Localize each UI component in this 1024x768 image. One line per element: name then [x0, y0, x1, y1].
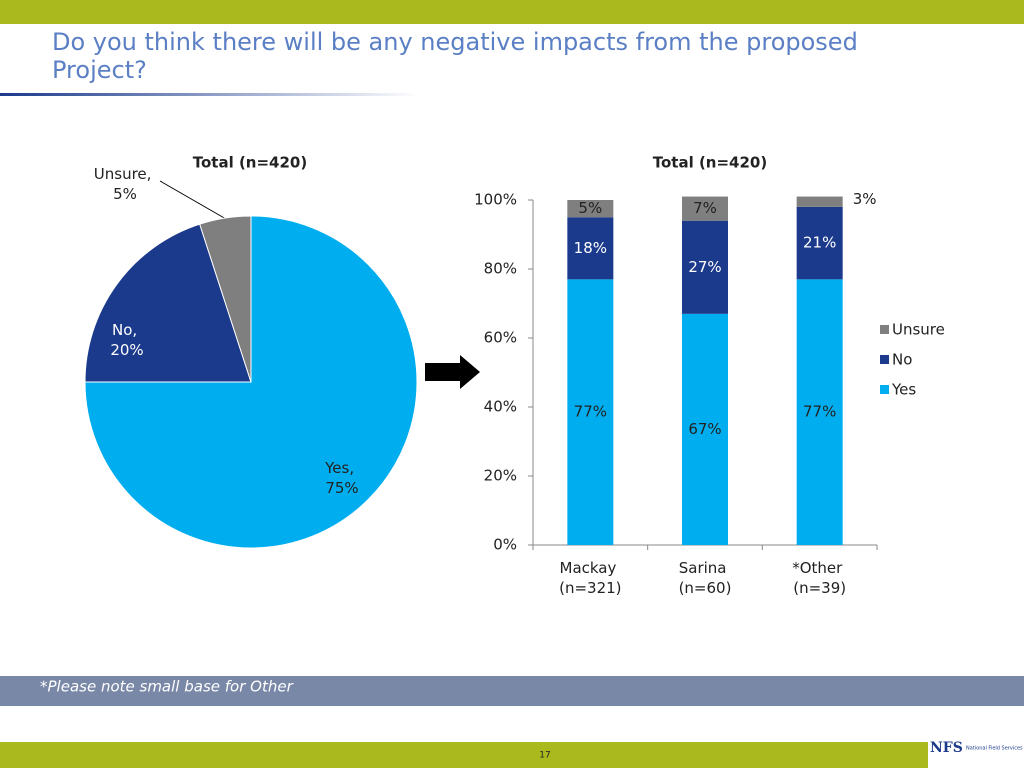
- y-tick-label: 40%: [484, 398, 517, 416]
- logo-name: National Field Services: [966, 746, 1023, 752]
- bottom-band: [0, 742, 1024, 768]
- bar-segment: [796, 279, 843, 545]
- data-label: 67%: [688, 420, 721, 438]
- bar-segment: [567, 217, 614, 280]
- logo-mark: NFS: [930, 740, 963, 756]
- legend-swatch: [880, 325, 889, 334]
- bar-segment: [567, 200, 614, 218]
- footnote: *Please note small base for Other: [40, 678, 294, 696]
- data-label: 77%: [574, 403, 607, 421]
- bar-segment: [796, 196, 843, 207]
- legend-label: Yes: [891, 381, 916, 399]
- pie-slice: [199, 215, 252, 383]
- data-label: 5%: [578, 199, 602, 217]
- data-label: No, 20%: [110, 321, 143, 359]
- arrow: [425, 355, 480, 389]
- x-tick-label: *Other (n=39): [792, 559, 847, 597]
- y-tick-label: 20%: [484, 467, 517, 485]
- page-number: 17: [539, 751, 550, 761]
- data-label: 3%: [853, 190, 877, 208]
- data-label: 7%: [693, 199, 717, 217]
- bar-segment: [682, 313, 728, 545]
- chart-title: Total (n=420): [193, 154, 307, 172]
- chart-title: Total (n=420): [653, 154, 767, 172]
- y-tick-label: 0%: [493, 536, 517, 554]
- bar-segment: [682, 196, 728, 221]
- data-label: 21%: [803, 234, 836, 252]
- bar-segment: [682, 220, 728, 314]
- bar-segment: [567, 279, 614, 545]
- legend-label: No: [892, 351, 912, 369]
- title-rule: [0, 93, 420, 96]
- legend-swatch: [880, 385, 889, 394]
- leader-line: [159, 180, 227, 220]
- footnote-band: [0, 676, 1024, 706]
- data-label: 77%: [803, 403, 836, 421]
- data-label: Yes, 75%: [324, 459, 359, 497]
- logo-box: [928, 738, 1024, 768]
- x-tick-label: Mackay (n=321): [559, 559, 621, 597]
- pie-slice: [84, 215, 418, 549]
- data-label: 18%: [574, 239, 607, 257]
- data-label: Unsure, 5%: [94, 165, 156, 203]
- data-label: 27%: [688, 258, 721, 276]
- y-tick-label: 80%: [484, 260, 517, 278]
- legend-swatch: [880, 355, 889, 364]
- y-tick-label: 60%: [484, 329, 517, 347]
- slide-title: Do you think there will be any negative …: [52, 28, 858, 84]
- y-tick-label: 100%: [474, 191, 517, 209]
- pie-slice: [84, 223, 252, 383]
- legend-label: Unsure: [892, 321, 945, 339]
- top-band: [0, 0, 1024, 24]
- x-tick-label: Sarina (n=60): [679, 559, 732, 597]
- bar-segment: [796, 206, 843, 280]
